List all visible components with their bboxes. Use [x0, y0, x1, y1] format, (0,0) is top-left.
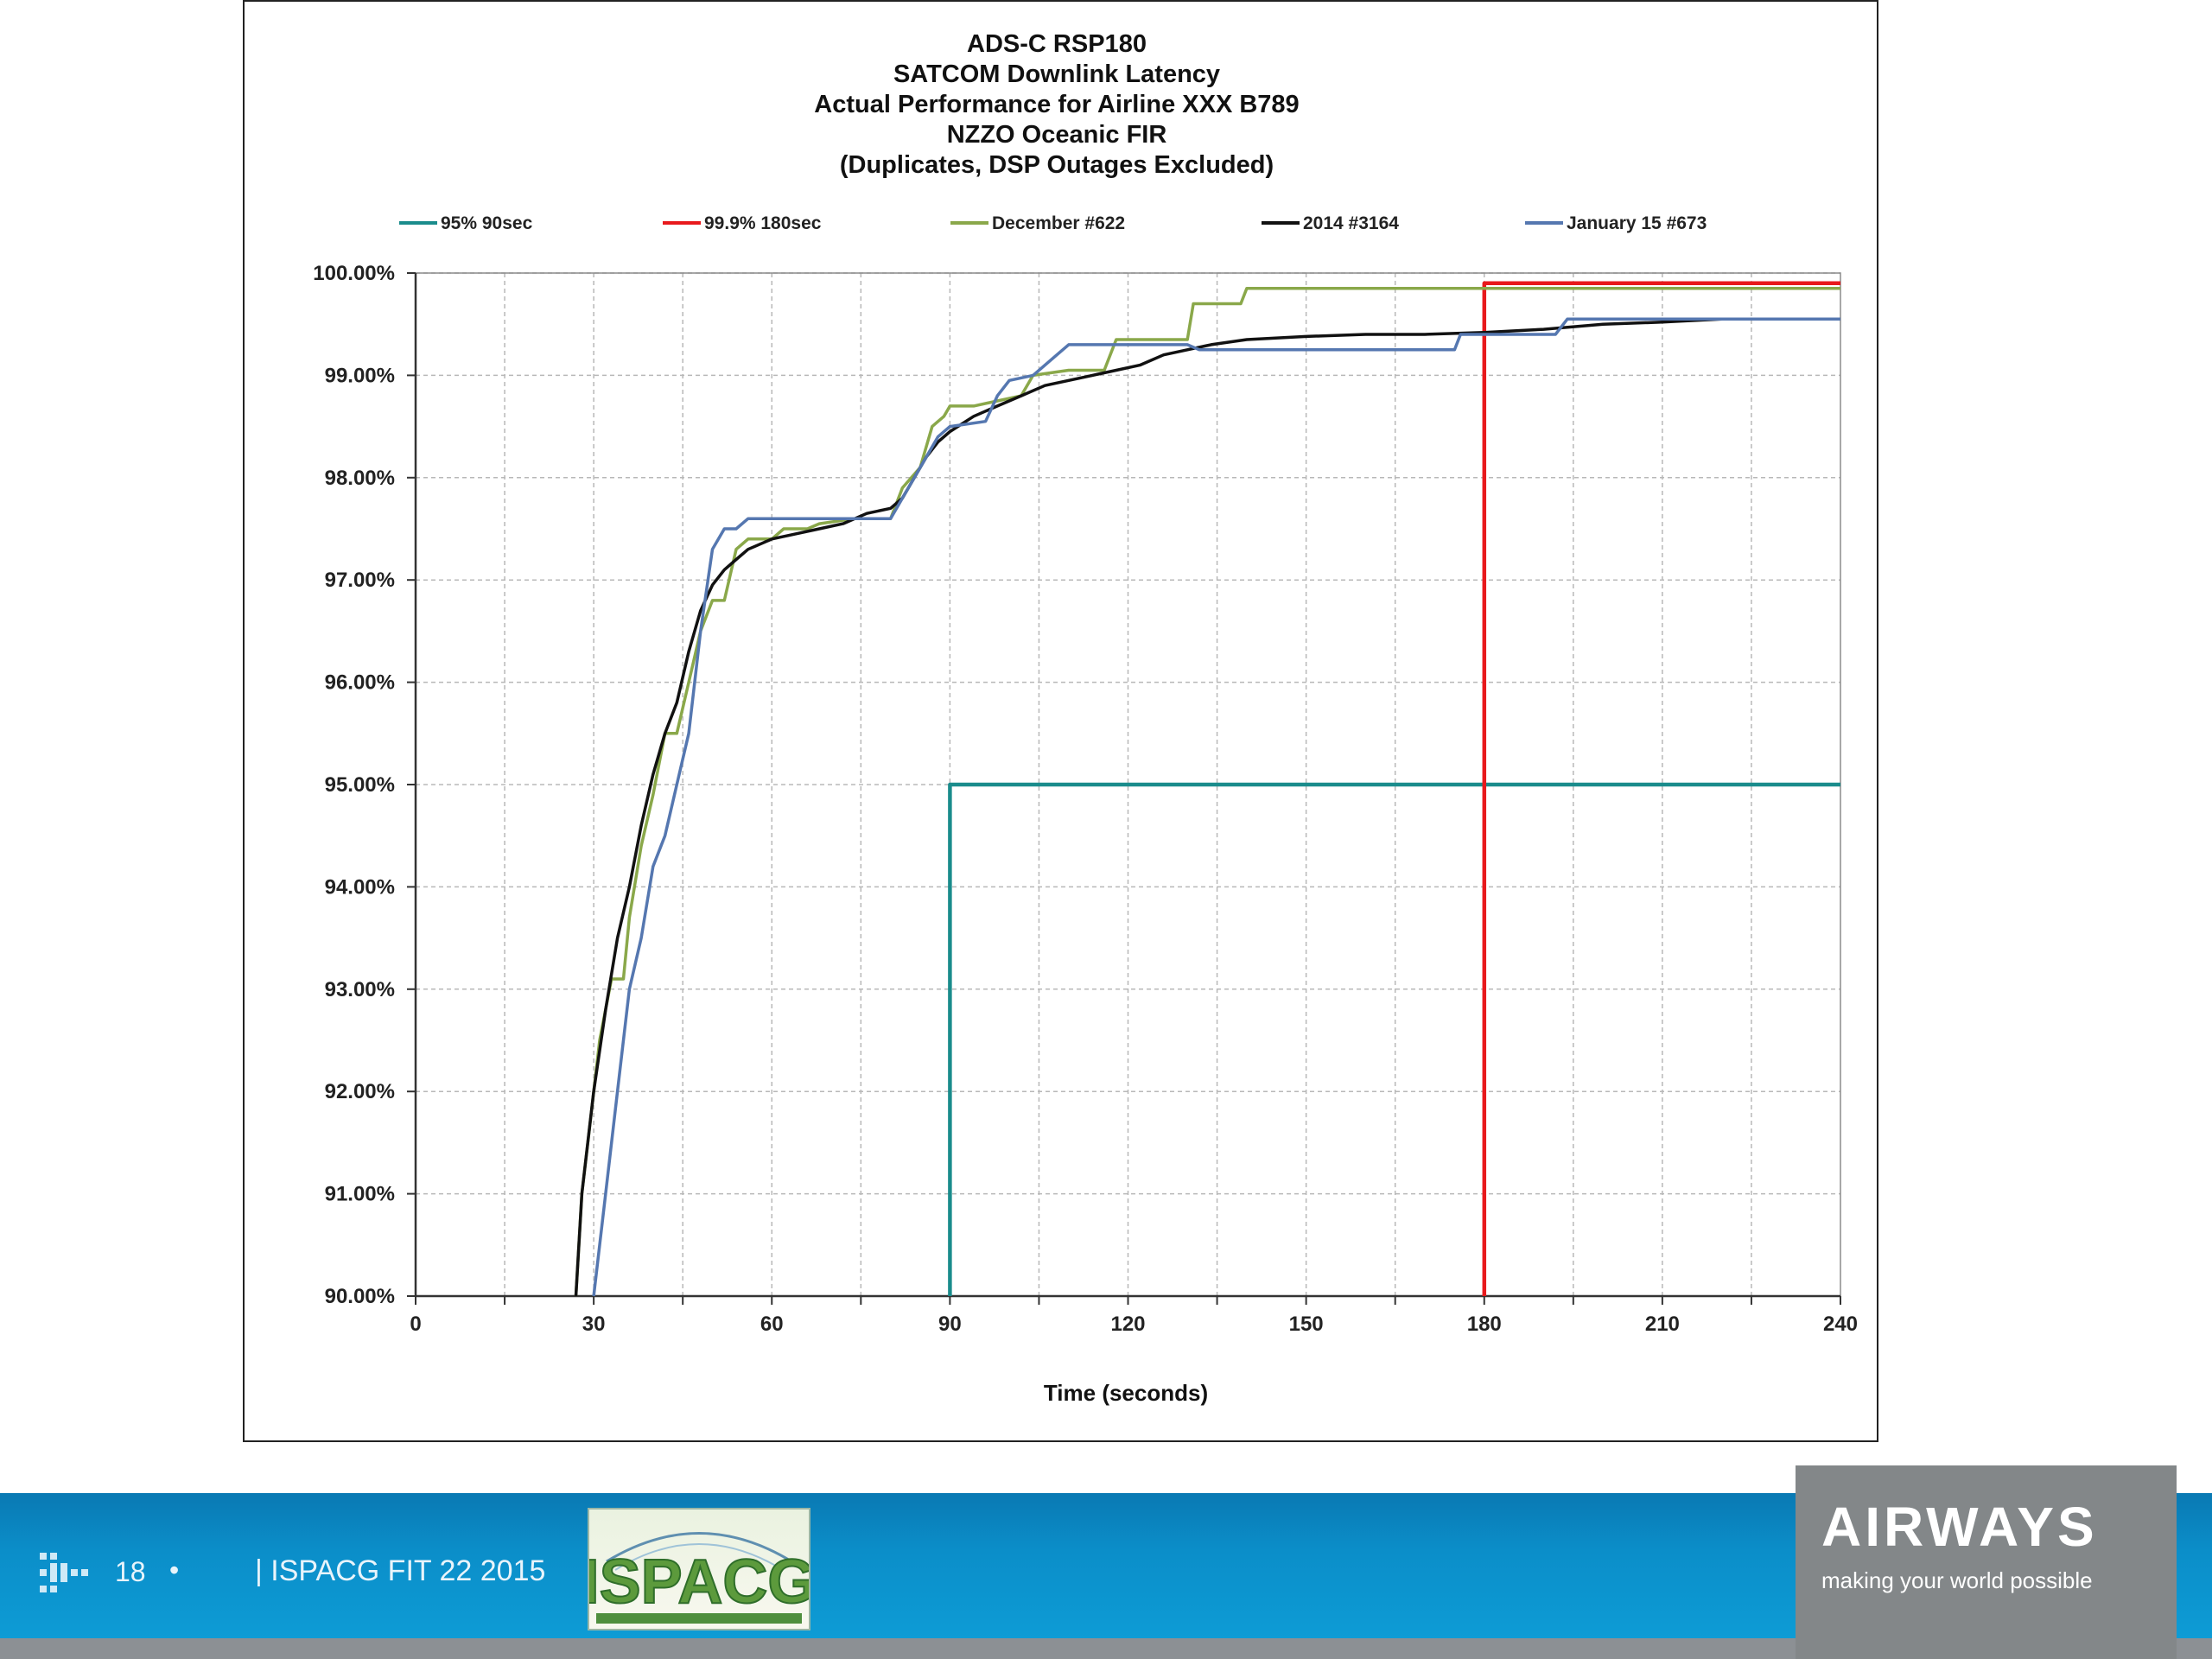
- x-tick-label: 90: [938, 1313, 962, 1336]
- series-line: [574, 287, 1840, 1297]
- x-tick-label: 150: [1289, 1313, 1324, 1336]
- y-tick-label: 100.00%: [313, 262, 395, 285]
- x-tick-label: 120: [1110, 1313, 1145, 1336]
- y-tick-label: 93.00%: [325, 978, 395, 1001]
- y-tick-label: 97.00%: [325, 569, 395, 592]
- legend-label: December #622: [992, 213, 1125, 233]
- page-number: 18: [115, 1556, 146, 1587]
- y-tick-label: 91.00%: [325, 1183, 395, 1206]
- x-tick-label: 240: [1823, 1313, 1858, 1336]
- chart-title-line: SATCOM Downlink Latency: [893, 60, 1220, 88]
- footer-text: | ISPACG FIT 22 2015: [255, 1554, 546, 1587]
- chart-tick-labels: 90.00% 91.00% 92.00% 93.00% 94.00% 95.00% 96.0…: [313, 262, 1858, 1336]
- y-tick-label: 98.00%: [325, 467, 395, 490]
- x-tick-label: 60: [760, 1313, 784, 1336]
- chart-title-line: Actual Performance for Airline XXX B789: [814, 91, 1299, 118]
- y-tick-label: 95.00%: [325, 773, 395, 797]
- y-tick-label: 90.00%: [325, 1285, 395, 1308]
- footer-bullet: •: [169, 1554, 180, 1586]
- ispacg-logo: ISPACG: [588, 1508, 810, 1630]
- arrow-logo-icon: [40, 1553, 88, 1592]
- legend-label: 95% 90sec: [441, 213, 533, 233]
- series-line: [592, 317, 1840, 1297]
- y-tick-label: 96.00%: [325, 671, 395, 695]
- y-tick-label: 99.00%: [325, 364, 395, 387]
- series-line: [948, 782, 1840, 1296]
- ispacg-logo-lettering: ISPACG: [589, 1548, 809, 1617]
- y-tick-label: 94.00%: [325, 875, 395, 899]
- x-tick-label: 30: [582, 1313, 606, 1336]
- legend-label: January 15 #673: [1567, 213, 1707, 233]
- legend-label: 2014 #3164: [1303, 213, 1399, 233]
- chart-legend: 95% 90sec 99.9% 180sec December #622 2014 #…: [399, 213, 1707, 233]
- chart-frame: [243, 0, 1878, 1442]
- airways-tagline: making your world possible: [1821, 1567, 2093, 1593]
- chart-title-line: ADS-C RSP180: [967, 30, 1147, 58]
- chart-title-line: NZZO Oceanic FIR: [947, 121, 1167, 149]
- series-line: [574, 317, 1840, 1297]
- legend-label: 99.9% 180sec: [704, 213, 822, 233]
- chart-title-line: (Duplicates, DSP Outages Excluded): [840, 151, 1274, 179]
- series-line: [1482, 281, 1840, 1296]
- x-tick-label: 0: [410, 1313, 421, 1336]
- chart-series: [574, 281, 1840, 1297]
- y-tick-label: 92.00%: [325, 1080, 395, 1103]
- x-tick-label: 180: [1467, 1313, 1502, 1336]
- chart-axes: [407, 272, 1841, 1305]
- airways-logo: AIRWAYS making your world possible: [1796, 1465, 2177, 1659]
- ispacg-logo-graphic: ISPACG: [589, 1532, 809, 1624]
- airways-wordmark: AIRWAYS: [1821, 1496, 2098, 1558]
- x-tick-label: 210: [1645, 1313, 1680, 1336]
- x-axis-title: Time (seconds): [1044, 1380, 1208, 1406]
